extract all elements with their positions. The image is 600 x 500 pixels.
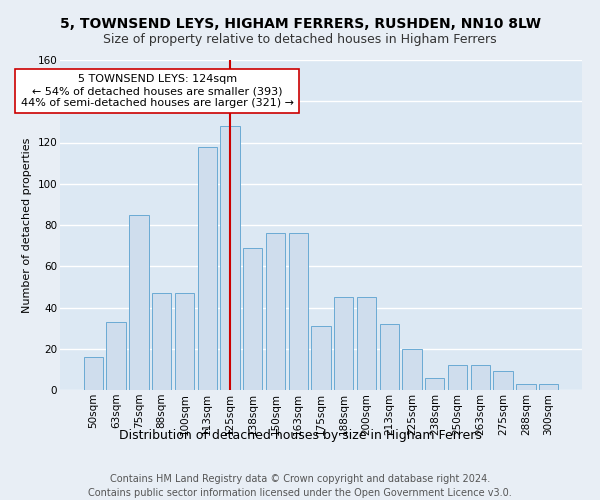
Bar (380, 324, 399, 390)
Bar (289, 233, 308, 390)
Text: Contains HM Land Registry data © Crown copyright and database right 2024.
Contai: Contains HM Land Registry data © Crown c… (88, 474, 512, 498)
Bar (106, 322, 126, 390)
Bar (197, 146, 217, 390)
Bar (357, 297, 376, 390)
Bar (448, 365, 467, 390)
Bar (152, 293, 172, 390)
Text: 5, TOWNSEND LEYS, HIGHAM FERRERS, RUSHDEN, NN10 8LW: 5, TOWNSEND LEYS, HIGHAM FERRERS, RUSHDE… (59, 18, 541, 32)
Text: 5 TOWNSEND LEYS: 124sqm
← 54% of detached houses are smaller (393)
44% of semi-d: 5 TOWNSEND LEYS: 124sqm ← 54% of detache… (20, 74, 293, 108)
Bar (175, 293, 194, 390)
Y-axis label: Number of detached properties: Number of detached properties (22, 138, 32, 312)
Bar (470, 365, 490, 390)
Bar (516, 384, 536, 390)
Bar (403, 349, 422, 390)
Bar (243, 248, 262, 390)
Bar (311, 326, 331, 390)
Bar (84, 357, 103, 390)
Bar (334, 297, 353, 390)
Bar (425, 378, 445, 390)
Bar (220, 126, 239, 390)
Bar (129, 214, 149, 390)
Bar (493, 372, 513, 390)
Bar (266, 233, 285, 390)
Bar (539, 384, 558, 390)
Text: Distribution of detached houses by size in Higham Ferrers: Distribution of detached houses by size … (119, 430, 481, 442)
Text: Size of property relative to detached houses in Higham Ferrers: Size of property relative to detached ho… (103, 32, 497, 46)
